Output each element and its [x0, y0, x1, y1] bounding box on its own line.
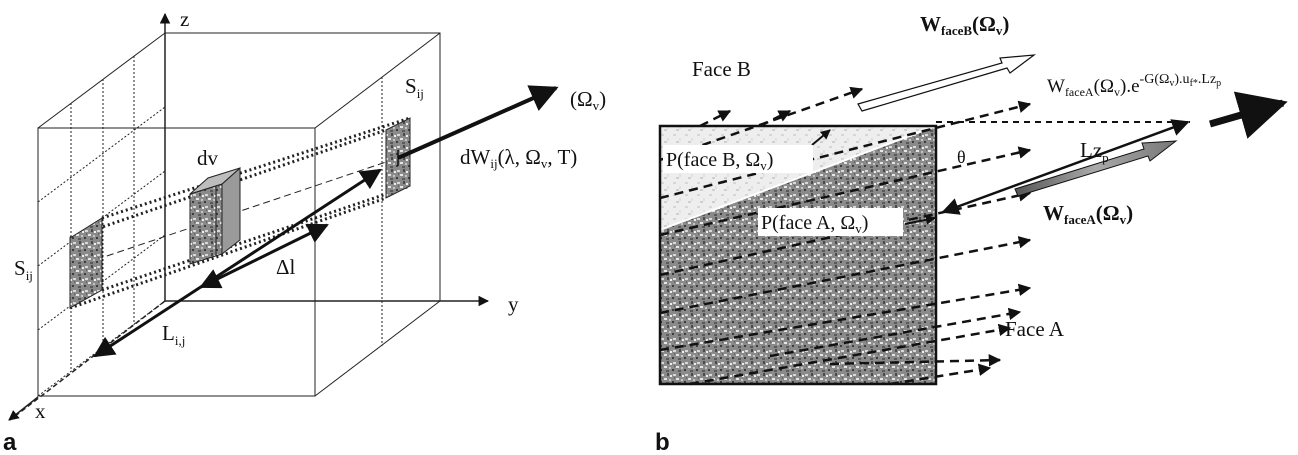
cube-edge-top-right	[314, 32, 441, 129]
s-ij-right-label: Sij	[405, 74, 424, 101]
panel-b: Face B Face A WfaceB(Ωv) WfaceA(Ωv) Wfac…	[655, 12, 1288, 455]
w-face-b-label: WfaceB(Ωv)	[920, 12, 1009, 38]
omega-direction-label: (Ωv)	[570, 87, 606, 113]
cube-edge-top-left	[37, 32, 166, 129]
face-boundary	[659, 125, 937, 231]
angle-theta-label: θ	[957, 147, 966, 167]
panel-a: z y x (Ωv) dWij(λ, Ωv, T) dv Δl Li,j Sij…	[3, 7, 606, 455]
s-ij-left-label: Sij	[14, 256, 33, 283]
lz-p-label: Lzp	[1080, 138, 1109, 165]
volume-element-dv	[189, 166, 241, 265]
w-face-b-arrow	[857, 54, 1037, 112]
panel-a-letter: a	[3, 429, 17, 455]
l-ij-label: Li,j	[162, 321, 185, 348]
surface-patch-left	[69, 217, 103, 309]
pfb-label-box	[663, 145, 813, 173]
dw-ij-label: dWij(λ, Ωv, T)	[460, 145, 577, 171]
w-face-a-label: WfaceA(Ωv)	[1043, 201, 1133, 227]
medium-square	[658, 124, 938, 386]
l-ij-arrow	[93, 168, 382, 358]
cube-edge-bottom-right	[314, 300, 441, 397]
x-axis	[8, 396, 39, 421]
face-b-label: Face B	[692, 57, 751, 81]
x-axis-label: x	[35, 399, 46, 423]
pfa-pointer	[904, 214, 936, 225]
pfa-label-box	[758, 208, 903, 236]
face-a-label: Face A	[1005, 317, 1065, 341]
dv-label: dv	[197, 146, 219, 170]
z-axis-label: z	[180, 7, 189, 31]
w-face-a-arrow	[1014, 140, 1178, 197]
radiance-direction-arrow	[397, 85, 559, 160]
y-axis-label: y	[508, 292, 519, 316]
attenuation-equation: WfaceA(Ωv).e-G(Ωv).uf*.Lzp	[1047, 72, 1221, 99]
delta-l-label: Δl	[276, 255, 296, 279]
pfb-pointer	[811, 129, 831, 146]
lz-p-arrow	[941, 119, 1190, 215]
panel-b-letter: b	[655, 429, 670, 455]
probability-face-b-label: P(face B, Ωv)	[666, 149, 773, 173]
probability-face-a-label: P(face A, Ωv)	[761, 212, 868, 236]
attenuated-radiance-arrow	[1209, 91, 1288, 139]
